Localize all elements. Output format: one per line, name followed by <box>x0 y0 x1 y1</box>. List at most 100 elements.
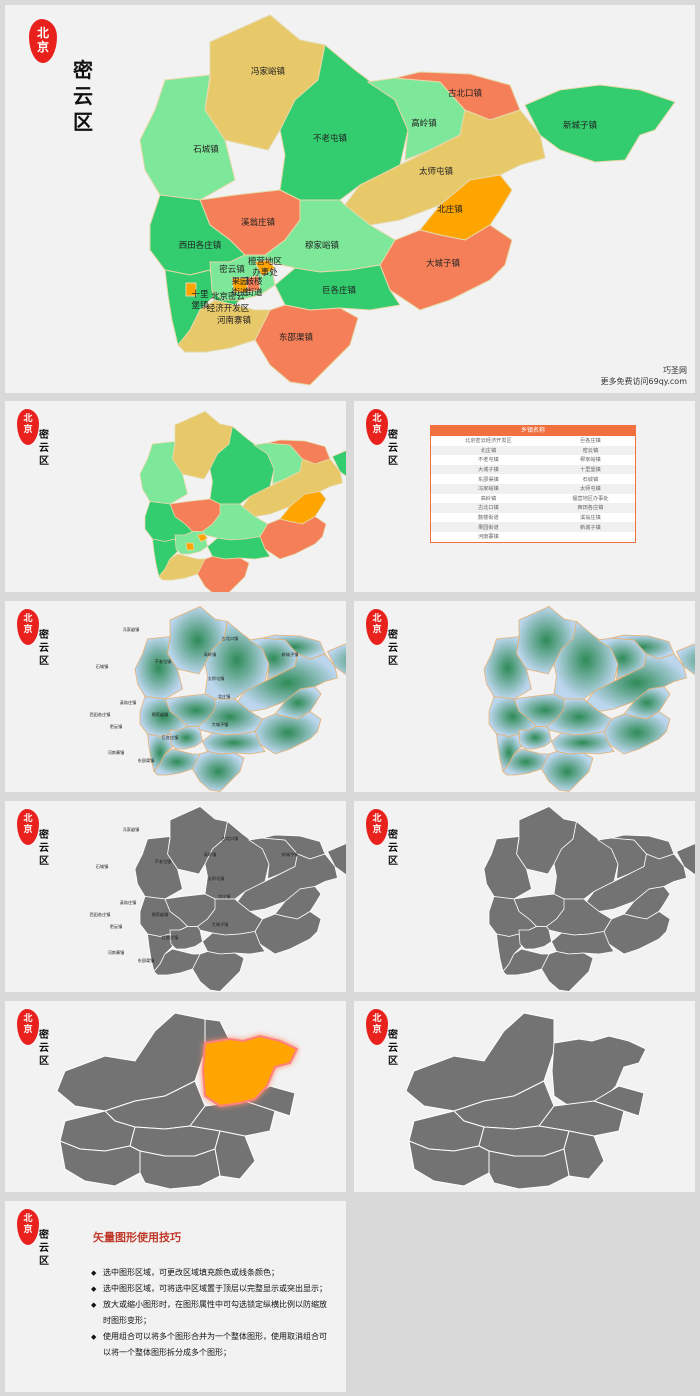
town-label: 太师屯镇 <box>208 675 225 682</box>
town-label: 檀营地区 <box>248 256 283 267</box>
slide-usage-tips: 北京 密云区 矢量图形使用技巧 选中图形区域，可更改区域填充颜色或线条颜色； 选… <box>5 1201 346 1392</box>
town-label: 新城子镇 <box>282 651 299 658</box>
town-label: 太师屯镇 <box>208 875 225 882</box>
town-label: 高岭镇 <box>204 651 217 658</box>
town-label: 街道 <box>245 287 263 298</box>
watermark: 巧圣网 更多免费访问69qy.com <box>600 366 687 386</box>
town-label: 穆家峪镇 <box>152 711 169 718</box>
slide-main-map: 北京 密云区 冯家峪镇 古北口镇高 <box>5 5 695 393</box>
region-orange-spot <box>185 282 197 297</box>
table-cell: 古北口镇 <box>431 503 546 513</box>
table-row: 北京密云经济开发区 巨各庄镇 <box>431 436 635 446</box>
town-label: 新城子镇 <box>282 851 299 858</box>
town-label: 石城镇 <box>96 663 109 670</box>
tips-title: 矢量图形使用技巧 <box>93 1231 181 1244</box>
table-row: 大城子镇 十里堡镇 <box>431 464 635 475</box>
town-label: 不老屯镇 <box>155 858 172 865</box>
town-label: 河南寨镇 <box>217 315 252 326</box>
table-row: 果园街道 新城子镇 <box>431 522 635 532</box>
town-table: 乡镇名称 北京密云经济开发区 巨各庄镇 北庄镇 密云镇 不老屯镇 穆家峪镇 大城子镇 十里堡镇… <box>430 425 636 543</box>
town-label: 高岭镇 <box>411 118 437 129</box>
table-cell <box>546 532 635 542</box>
beijing-map-gray <box>405 1012 647 1190</box>
town-label: 河南寨镇 <box>108 749 125 756</box>
table-row: 不老屯镇 穆家峪镇 <box>431 455 635 465</box>
table-cell: 冯家峪镇 <box>431 483 546 494</box>
town-label: 西田各庄镇 <box>90 911 111 918</box>
district-title: 密云区 <box>39 1230 49 1267</box>
town-label: 果园 <box>231 277 248 287</box>
table-cell: 河南寨镇 <box>477 534 499 541</box>
beijing-seal: 北京 <box>366 1009 388 1045</box>
town-label: 鼓楼 <box>245 276 263 287</box>
slide-beijing-highlight: 北京 密云区 <box>5 1001 346 1192</box>
usage-tips: 矢量图形使用技巧 选中图形区域，可更改区域填充颜色或线条颜色； 选中图形区域，可… <box>91 1229 333 1361</box>
town-label: 北庄镇 <box>437 204 463 215</box>
town-label: 新城子镇 <box>563 120 598 131</box>
town-label: 大城子镇 <box>426 258 461 269</box>
district-title: 密云区 <box>39 430 49 467</box>
town-label: 古北口镇 <box>222 635 239 642</box>
beijing-seal: 北京 <box>366 409 388 445</box>
town-label: 东邵渠镇 <box>279 332 314 343</box>
region-daxing <box>139 1148 221 1190</box>
town-label: 北京密云 <box>211 291 246 302</box>
slide-gradient-map: 北京 密云区 <box>354 601 695 792</box>
town-label: 北庄镇 <box>218 893 231 900</box>
town-label: 十里 <box>191 289 209 300</box>
town-label: 巨各庄镇 <box>162 934 179 941</box>
gradient-map <box>483 606 695 792</box>
town-label: 冯家峪镇 <box>123 626 140 633</box>
region-dongshaoqu <box>254 304 359 386</box>
slide-gray-map-labels: 北京 密云区 <box>5 801 346 992</box>
region-guoyuan <box>231 277 249 293</box>
town-label: 经济开发区 <box>207 303 250 314</box>
town-label: 石城镇 <box>193 144 219 155</box>
town-label: 堡镇 <box>191 300 209 311</box>
town-label: 西田各庄镇 <box>179 240 222 251</box>
tip-item: 选中图形区域，可将选中区域置于顶层以完整显示或突出显示； <box>91 1281 333 1297</box>
town-label: 东邵渠镇 <box>138 957 155 964</box>
district-title: 密云区 <box>39 630 49 667</box>
town-label: 冯家峪镇 <box>251 66 286 77</box>
town-label: 北庄镇 <box>218 693 231 700</box>
district-title: 密云区 <box>73 58 93 134</box>
district-title: 密云区 <box>39 830 49 867</box>
town-label: 西田各庄镇 <box>90 711 111 718</box>
town-label: 大城子镇 <box>212 721 229 728</box>
slide-gradient-map-labels: 北京 密云区 <box>5 601 346 792</box>
table-row: 东邵渠镇 石城镇 <box>431 474 635 484</box>
town-label: 东邵渠镇 <box>138 757 155 764</box>
table-cell: 穆家峪镇 <box>579 457 601 464</box>
region-jugezhuang <box>274 264 401 311</box>
table-cell: 太师屯镇 <box>545 483 635 494</box>
table-body: 北京密云经济开发区 巨各庄镇 北庄镇 密云镇 不老屯镇 穆家峪镇 大城子镇 十里堡镇 东邵渠镇 石… <box>431 436 635 542</box>
town-label: 大城子镇 <box>212 921 229 928</box>
gray-map <box>483 806 695 992</box>
region-yanqing <box>56 1012 206 1112</box>
beijing-seal: 北京 <box>366 609 388 645</box>
table-cell: 鼓楼街道 <box>477 515 499 522</box>
town-label: 巨各庄镇 <box>162 734 179 741</box>
town-label: 太师屯镇 <box>419 166 454 177</box>
table-cell: 檀营地区办事处 <box>572 495 609 502</box>
district-title: 密云区 <box>388 1030 398 1067</box>
table-header: 乡镇名称 <box>431 426 635 436</box>
table-cell: 巨各庄镇 <box>579 438 601 445</box>
region-miyun-highlight <box>201 1034 299 1108</box>
beijing-seal: 北京 <box>29 19 57 63</box>
table-cell: 北京密云经济开发区 <box>465 438 512 445</box>
tip-item: 放大或缩小图形时，在图形属性中可勾选锁定纵横比例以防缩放时图形变形； <box>91 1297 333 1329</box>
table-row: 古北口镇 西田各庄镇 <box>431 503 635 513</box>
table-cell: 新城子镇 <box>545 522 635 532</box>
table-cell: 西田各庄镇 <box>545 503 635 513</box>
town-label: 办事处 <box>252 267 278 278</box>
town-label: 不老屯镇 <box>155 658 172 665</box>
table-cell: 高岭镇 <box>480 495 497 502</box>
table-row: 北庄镇 密云镇 <box>431 445 635 456</box>
town-label: 不老屯镇 <box>313 133 348 144</box>
tip-item: 选中图形区域，可更改区域填充颜色或线条颜色； <box>91 1265 333 1281</box>
table-row: 鼓楼街道 溪翁庄镇 <box>431 513 635 523</box>
town-label: 高岭镇 <box>204 851 217 858</box>
